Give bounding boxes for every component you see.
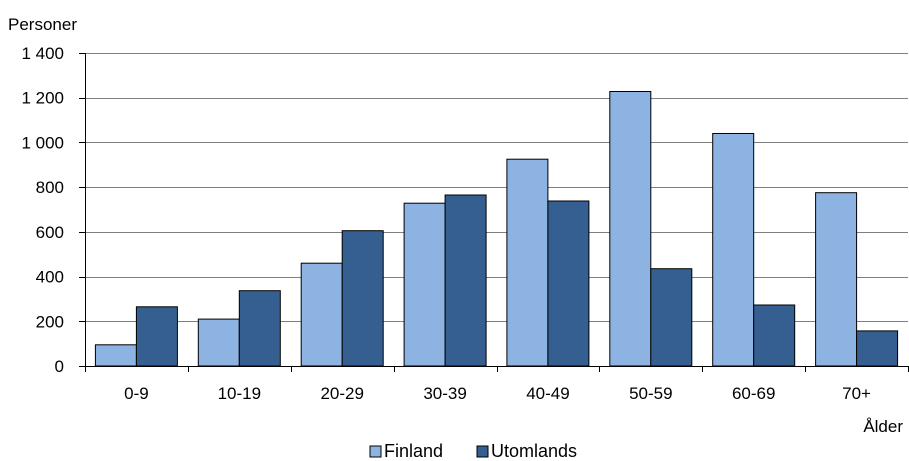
x-tick-label: 30-39 <box>423 384 466 403</box>
bar-utomlands-50-59 <box>650 268 693 367</box>
x-tick-label: 40-49 <box>526 384 569 403</box>
x-axis-title: Ålder <box>863 417 903 436</box>
x-tick-label: 70+ <box>842 384 871 403</box>
bar-utomlands-30-39 <box>444 194 487 367</box>
y-tick-labels: 0 200 400 600 800 1 000 1 200 1 400 <box>21 44 64 376</box>
bar-utomlands-60-69 <box>753 304 796 367</box>
bar-utomlands-10-19 <box>238 290 281 367</box>
x-tick-labels: 0-9 10-19 20-29 30-39 40-49 50-59 60-69 70+ <box>124 384 871 403</box>
bar-utomlands-20-29 <box>341 230 384 367</box>
axes <box>79 53 909 372</box>
y-tick-label: 1 200 <box>21 89 64 108</box>
legend-swatch-finland <box>369 445 382 458</box>
bar-finland-10-19 <box>197 318 240 367</box>
bars <box>94 91 899 367</box>
bar-finland-20-29 <box>300 262 343 367</box>
y-tick-label: 1 400 <box>21 44 64 63</box>
legend-label-utomlands: Utomlands <box>491 441 577 461</box>
legend-swatch-utomlands <box>476 445 489 458</box>
y-tick-label: 800 <box>36 178 64 197</box>
bar-finland-30-39 <box>403 202 446 367</box>
y-tick-label: 200 <box>36 312 64 331</box>
x-tick-label: 10-19 <box>218 384 261 403</box>
bar-finland-0-9 <box>94 344 137 367</box>
legend-label-finland: Finland <box>384 441 443 461</box>
bar-utomlands-40-49 <box>547 200 590 367</box>
bar-utomlands-0-9 <box>135 306 178 367</box>
y-axis-title: Personer <box>8 15 77 34</box>
legend: Finland Utomlands <box>369 441 577 461</box>
bar-finland-70+ <box>815 192 858 367</box>
bar-finland-40-49 <box>506 158 549 367</box>
x-tick-label: 20-29 <box>320 384 363 403</box>
x-tick-label: 50-59 <box>629 384 672 403</box>
bar-finland-60-69 <box>712 133 755 367</box>
y-tick-label: 0 <box>55 357 64 376</box>
bar-utomlands-70+ <box>856 330 899 367</box>
x-tick-label: 0-9 <box>124 384 149 403</box>
y-tick-label: 1 000 <box>21 133 64 152</box>
y-tick-label: 600 <box>36 223 64 242</box>
x-tick-label: 60-69 <box>732 384 775 403</box>
bar-finland-50-59 <box>609 91 652 367</box>
y-tick-label: 400 <box>36 268 64 287</box>
gridlines <box>85 53 908 322</box>
